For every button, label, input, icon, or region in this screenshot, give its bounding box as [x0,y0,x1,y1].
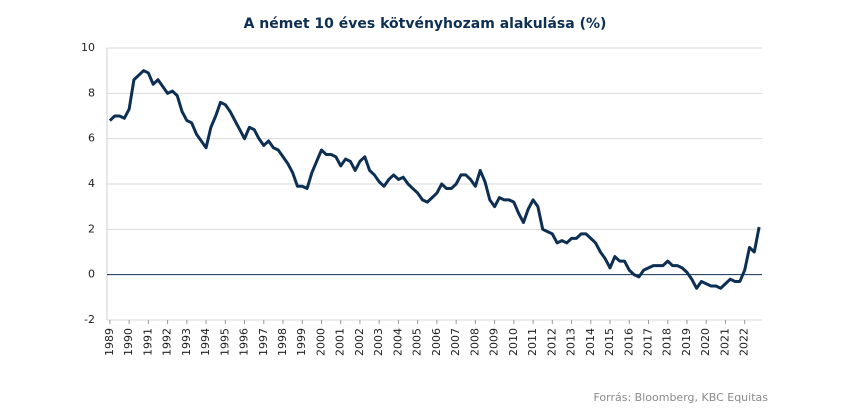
x-tick-label: 2020 [699,328,712,356]
x-tick-label: 2012 [545,328,558,356]
x-tick-label: 2018 [661,328,674,356]
x-tick-label: 2011 [526,328,539,356]
x-tick-label: 1996 [238,328,251,356]
x-tick-label: 1989 [103,328,116,356]
data-line [108,69,761,290]
x-tick-label: 2002 [353,328,366,356]
x-tick-label: 2008 [468,328,481,356]
x-tick-label: 1994 [199,328,212,356]
x-tick-label: 2015 [603,328,616,356]
x-tick-label: 1999 [295,328,308,356]
x-tick-label: 2010 [507,328,520,356]
x-tick-label: 2003 [372,328,385,356]
x-tick-label: 2000 [314,328,327,356]
chart-title: A német 10 éves kötvényhozam alakulása (… [244,16,607,32]
y-tick-label: 6 [88,132,95,145]
x-tick-label: 2016 [622,328,635,356]
y-tick-label: 8 [88,86,95,99]
x-tick-label: 1990 [122,328,135,356]
x-tick-label: 1995 [218,328,231,356]
x-tick-label: 2017 [642,328,655,356]
x-tick-label: 2001 [334,328,347,356]
x-tick-label: 2021 [718,328,731,356]
source-note: Forrás: Bloomberg, KBC Equitas [593,391,768,404]
x-tick-label: 1998 [276,328,289,356]
x-tick-label: 1997 [257,328,270,356]
x-tick-label: 2005 [411,328,424,356]
x-tick-label: 2004 [391,328,404,356]
x-tick-label: 2006 [430,328,443,356]
y-tick-label: 4 [88,177,95,190]
x-tick-label: 1992 [161,328,174,356]
x-tick-label: 2007 [449,328,462,356]
x-tick-label: 2013 [565,328,578,356]
x-tick-label: 2022 [738,328,751,356]
x-tick-label: 1991 [141,328,154,356]
x-tick-label: 1993 [180,328,193,356]
y-tick-label: 0 [88,268,95,281]
y-tick-label: 2 [88,222,95,235]
y-tick-label: 10 [81,41,95,54]
x-tick-label: 2009 [488,328,501,356]
x-tick-label: 2019 [680,328,693,356]
y-tick-label: -2 [84,313,95,326]
x-tick-label: 2014 [584,328,597,356]
